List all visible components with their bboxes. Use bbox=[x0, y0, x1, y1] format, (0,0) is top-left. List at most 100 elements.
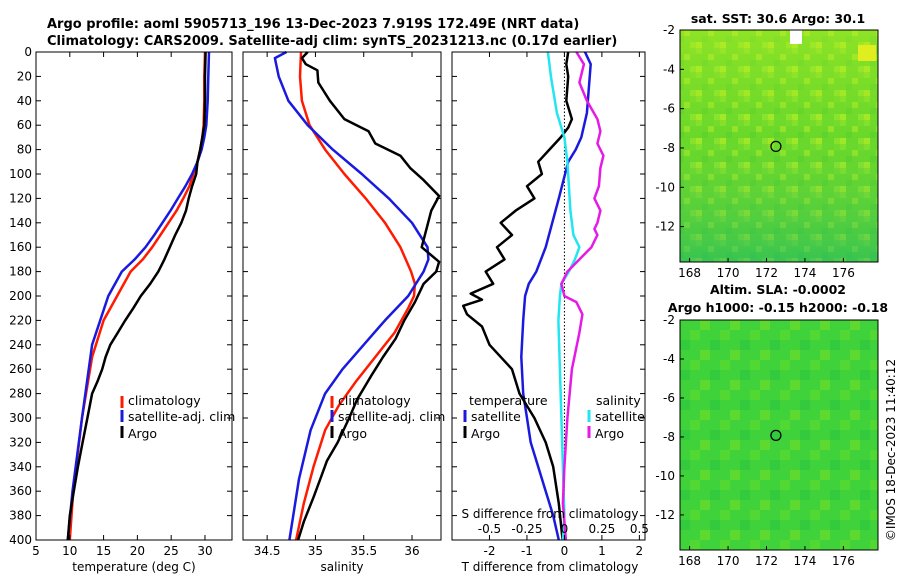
y-tick-label: 220 bbox=[9, 313, 32, 327]
salinity-legend: climatology satellite-adj. clim Argo bbox=[330, 393, 445, 441]
legend-title-temperature: temperature bbox=[469, 393, 548, 408]
sla-map-title: Altim. SLA: -0.0002 bbox=[710, 282, 846, 297]
temperature-axis-label: temperature (deg C) bbox=[72, 560, 195, 574]
x-tick-label: 35.5 bbox=[350, 544, 377, 558]
y-tick-label: 120 bbox=[9, 191, 32, 205]
series-line-salinity-satellite bbox=[546, 51, 581, 541]
x-tick-label: 25 bbox=[164, 544, 179, 558]
y-tick-label: 360 bbox=[9, 484, 32, 498]
y-tick-label: 320 bbox=[9, 435, 32, 449]
legend-label-s-argo: Argo bbox=[595, 426, 624, 441]
difference-depth-ticks bbox=[452, 51, 645, 541]
depth-axis-ticks: 0 20 40 60 80 100 120 140 160 180 200 220 240 260 280 3… bbox=[9, 45, 232, 547]
salinity-axis-label: salinity bbox=[320, 560, 363, 574]
sst-argo-marker bbox=[770, 140, 782, 152]
y-tick-label: 240 bbox=[9, 338, 32, 352]
salinity-depth-ticks bbox=[243, 51, 441, 541]
sla-map-frame bbox=[679, 319, 879, 551]
legend-title-salinity: salinity bbox=[596, 393, 641, 408]
y-tick-label: 60 bbox=[17, 118, 32, 132]
difference-panel-frame bbox=[451, 51, 646, 541]
s-difference-axis-ticks: -0.5 -0.25 0 0.25 0.5 bbox=[478, 522, 649, 536]
legend-label-argo: Argo bbox=[338, 426, 367, 441]
sst-map-frame bbox=[679, 29, 879, 263]
temperature-panel-frame bbox=[35, 51, 233, 541]
series-line-argo bbox=[296, 51, 441, 541]
y-tick-label: 0 bbox=[24, 45, 32, 59]
series-line-satellite-adj-clim bbox=[66, 51, 211, 541]
x-tick-label: 0 bbox=[561, 544, 569, 558]
map-x-tick-label: 174 bbox=[793, 266, 816, 280]
map-y-tick-label: -12 bbox=[655, 508, 675, 522]
series-line-argo bbox=[66, 51, 207, 541]
sla-map-ticks: 168 170 172 174 176 -2 -4 -6 -8 -10 -12 bbox=[655, 313, 854, 568]
sst-field-shading bbox=[680, 30, 878, 262]
map-y-tick-label: -4 bbox=[663, 62, 675, 76]
y-tick-label: 260 bbox=[9, 362, 32, 376]
legend-label-argo: Argo bbox=[128, 426, 157, 441]
s-difference-axis-label: S difference from climatology bbox=[462, 507, 639, 521]
y-tick-label: 140 bbox=[9, 216, 32, 230]
imos-credit: ©IMOS 18-Dec-2023 11:40:12 bbox=[884, 359, 898, 541]
s-tick-label: 0.25 bbox=[589, 522, 616, 536]
salinity-lines bbox=[273, 50, 441, 541]
map-x-tick-label: 172 bbox=[755, 554, 778, 568]
x-tick-label: 5 bbox=[32, 544, 40, 558]
x-tick-label: 36 bbox=[404, 544, 419, 558]
sst-map: sat. SST: 30.6 Argo: 30.1 168 170 172 174 17… bbox=[655, 11, 879, 280]
y-tick-label: 100 bbox=[9, 167, 32, 181]
sst-missing-data bbox=[790, 30, 802, 44]
map-y-tick-label: -6 bbox=[663, 391, 675, 405]
series-line-temperature-satellite bbox=[520, 51, 592, 541]
sst-map-title: sat. SST: 30.6 Argo: 30.1 bbox=[691, 11, 865, 26]
series-line-salinity-argo bbox=[560, 51, 605, 541]
legend-label-satellite: satellite-adj. clim bbox=[128, 409, 235, 424]
sla-map-subtitle: Argo h1000: -0.15 h2000: -0.18 bbox=[668, 300, 888, 315]
x-tick-label: 20 bbox=[130, 544, 145, 558]
x-tick-label: -2 bbox=[483, 544, 495, 558]
legend-label-satellite: satellite-adj. clim bbox=[338, 409, 445, 424]
legend-label-s-satellite: satellite bbox=[595, 409, 645, 424]
sla-field bbox=[680, 320, 878, 550]
t-difference-axis-ticks: -2 -1 0 1 2 bbox=[483, 52, 643, 558]
x-tick-label: 34.5 bbox=[254, 544, 281, 558]
map-y-tick-label: -8 bbox=[663, 141, 675, 155]
map-x-tick-label: 168 bbox=[678, 554, 701, 568]
temperature-axis-ticks: 5 10 15 20 25 30 bbox=[32, 52, 213, 558]
y-tick-label: 400 bbox=[9, 533, 32, 547]
temperature-panel: 0 20 40 60 80 100 120 140 160 180 200 220 240 260 280 3… bbox=[9, 45, 235, 574]
salinity-panel: 34.5 35 35.5 36 salinity climatology satell… bbox=[242, 50, 445, 574]
map-x-tick-label: 174 bbox=[793, 554, 816, 568]
y-tick-label: 300 bbox=[9, 411, 32, 425]
s-tick-label: -0.5 bbox=[478, 522, 501, 536]
y-tick-label: 340 bbox=[9, 460, 32, 474]
y-tick-label: 40 bbox=[17, 94, 32, 108]
map-x-tick-label: 170 bbox=[717, 554, 740, 568]
difference-panel: -2 -1 0 1 2 -0.5 -0.25 0 0.25 0.5 T difference f… bbox=[451, 51, 649, 574]
x-tick-label: 10 bbox=[62, 544, 77, 558]
x-tick-label: -1 bbox=[521, 544, 533, 558]
map-y-tick-label: -2 bbox=[663, 23, 675, 37]
series-line-satellite-adj-clim bbox=[273, 50, 430, 541]
y-tick-label: 20 bbox=[17, 69, 32, 83]
temperature-legend: climatology satellite-adj. clim Argo bbox=[120, 393, 235, 441]
map-x-tick-label: 170 bbox=[717, 266, 740, 280]
y-tick-label: 200 bbox=[9, 289, 32, 303]
s-tick-label: 0.5 bbox=[630, 522, 649, 536]
s-tick-label: -0.25 bbox=[511, 522, 542, 536]
y-tick-label: 380 bbox=[9, 509, 32, 523]
y-tick-label: 80 bbox=[17, 143, 32, 157]
map-y-tick-label: -12 bbox=[655, 220, 675, 234]
map-x-tick-label: 168 bbox=[678, 266, 701, 280]
figure-title-line-2: Climatology: CARS2009. Satellite-adj cli… bbox=[47, 34, 617, 49]
sst-warm-patch bbox=[858, 45, 876, 61]
map-x-tick-label: 172 bbox=[755, 266, 778, 280]
salinity-panel-frame bbox=[242, 51, 442, 541]
legend-label-climatology: climatology bbox=[338, 393, 411, 408]
y-tick-label: 280 bbox=[9, 387, 32, 401]
salinity-axis-ticks: 34.5 35 35.5 36 bbox=[254, 52, 420, 558]
y-tick-label: 180 bbox=[9, 265, 32, 279]
legend-label-climatology: climatology bbox=[128, 393, 201, 408]
difference-lines bbox=[461, 51, 605, 541]
